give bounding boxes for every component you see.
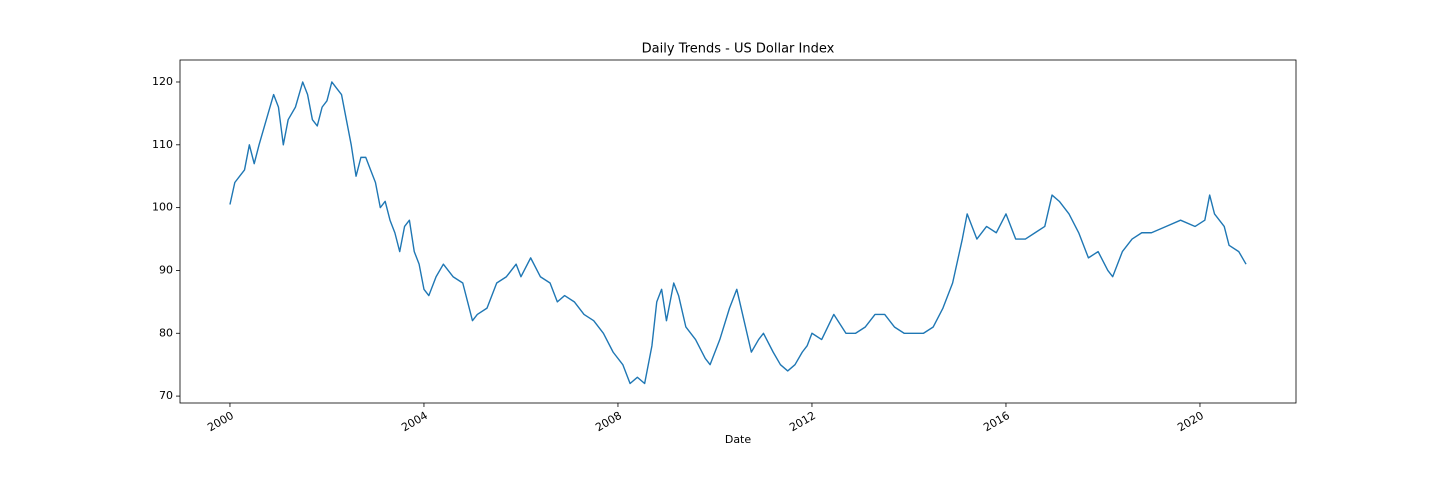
chart-title: Daily Trends - US Dollar Index <box>642 42 835 57</box>
x-tick-label: 2012 <box>787 409 818 434</box>
x-tick-label: 2016 <box>981 409 1012 434</box>
x-tick-label: 2000 <box>205 409 236 434</box>
data-line <box>229 81 1247 385</box>
y-tick-label: 90 <box>159 263 173 276</box>
y-tick-label: 80 <box>159 326 173 339</box>
y-tick-label: 110 <box>152 138 173 151</box>
y-tick-label: 120 <box>152 75 173 88</box>
x-tick-label: 2004 <box>399 409 430 434</box>
x-axis-label: Date <box>725 433 752 446</box>
x-tick-label: 2008 <box>593 409 624 434</box>
y-tick-label: 70 <box>159 389 173 402</box>
x-tick-label: 2020 <box>1175 409 1206 434</box>
y-tick-label: 100 <box>152 201 173 214</box>
plot-frame <box>179 59 1297 404</box>
